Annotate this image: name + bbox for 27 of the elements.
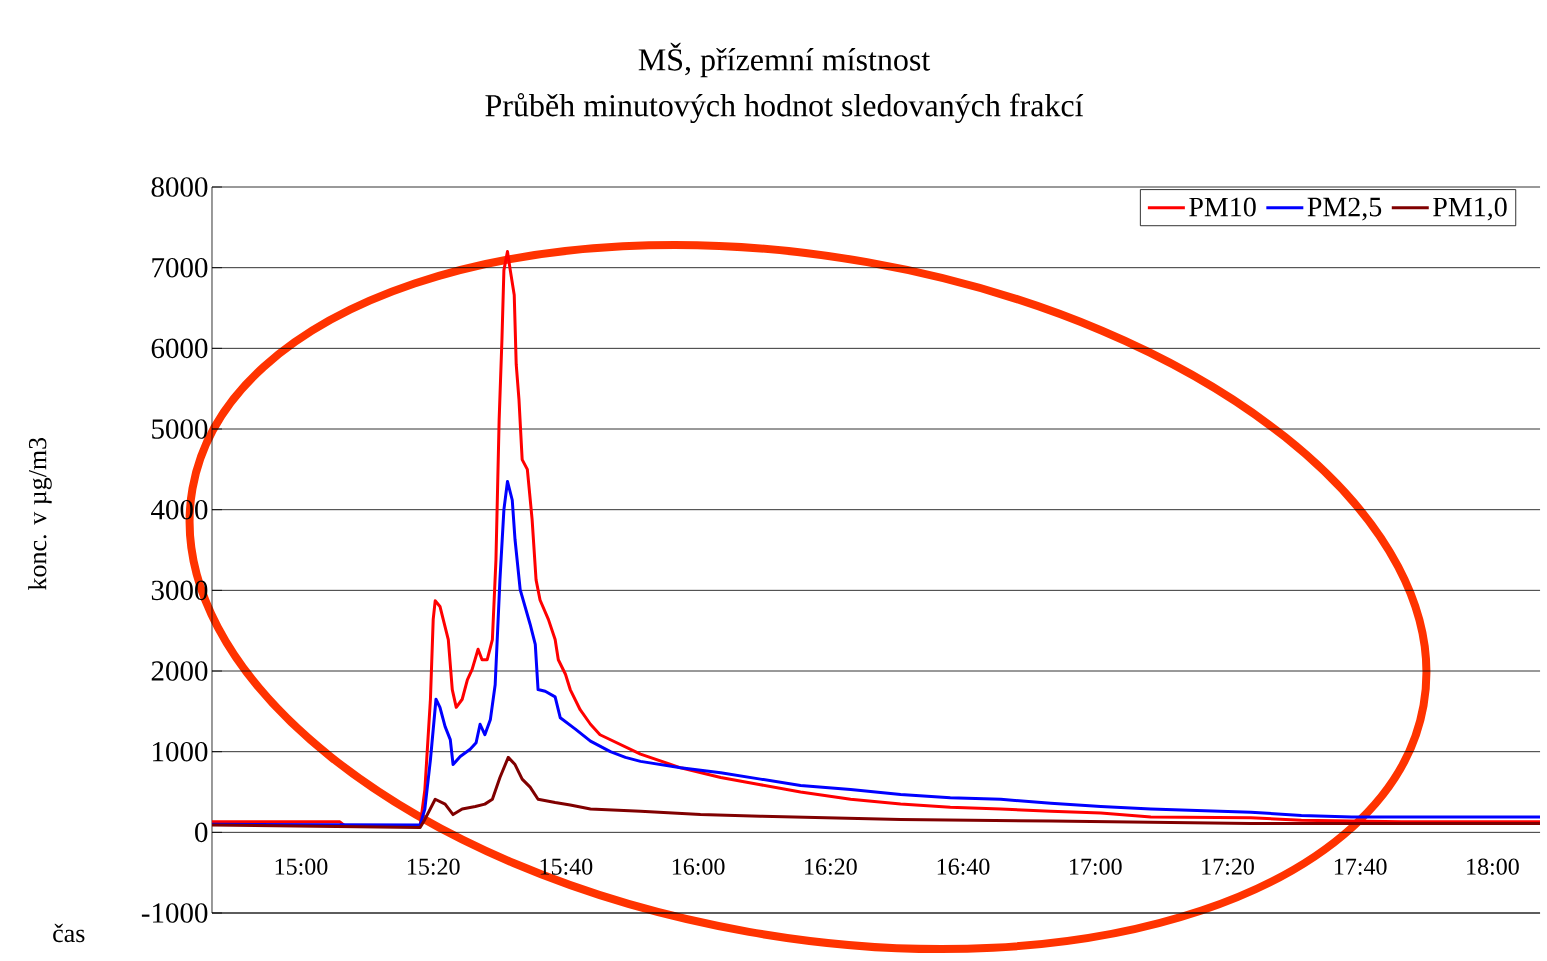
y-tick-label: 1000 — [153, 741, 208, 762]
legend-label: PM2,5 — [1307, 197, 1382, 221]
x-tick-label: 17:00 — [1070, 858, 1122, 875]
y-tick-label: 0 — [195, 822, 208, 843]
chart-title: MŠ, přízemní místnost — [638, 42, 931, 78]
chart-subtitle: Průběh minutových hodnot sledovaných frakcí — [485, 92, 1084, 124]
legend-label: PM10 — [1189, 197, 1256, 217]
y-tick-label: 6000 — [151, 338, 208, 359]
x-tick-label: 15:00 — [275, 858, 328, 875]
y-tick-label: 2000 — [151, 661, 208, 681]
x-axis-title: čas — [53, 923, 85, 943]
line-series — [212, 479, 1541, 827]
x-tick-label: 18:00 — [1467, 858, 1519, 875]
x-tick-label: 17:20 — [1202, 858, 1254, 875]
line-series — [212, 755, 1541, 830]
legend-label: PM1,0 — [1433, 197, 1507, 221]
x-tick-label: 15:20 — [407, 858, 460, 875]
y-tick-label: -1000 — [141, 903, 208, 923]
y-tick-label: 8000 — [151, 177, 208, 197]
x-tick-label: 17:40 — [1334, 858, 1387, 875]
x-tick-label: 16:20 — [805, 858, 857, 875]
x-tick-label: 15:40 — [540, 858, 593, 875]
y-tick-label: 5000 — [152, 419, 208, 439]
x-tick-label: 16:40 — [937, 858, 990, 875]
y-axis-title: konc. v µg/m3 — [28, 437, 52, 591]
y-tick-label: 7000 — [152, 257, 208, 278]
x-tick-label: 16:00 — [672, 858, 725, 875]
